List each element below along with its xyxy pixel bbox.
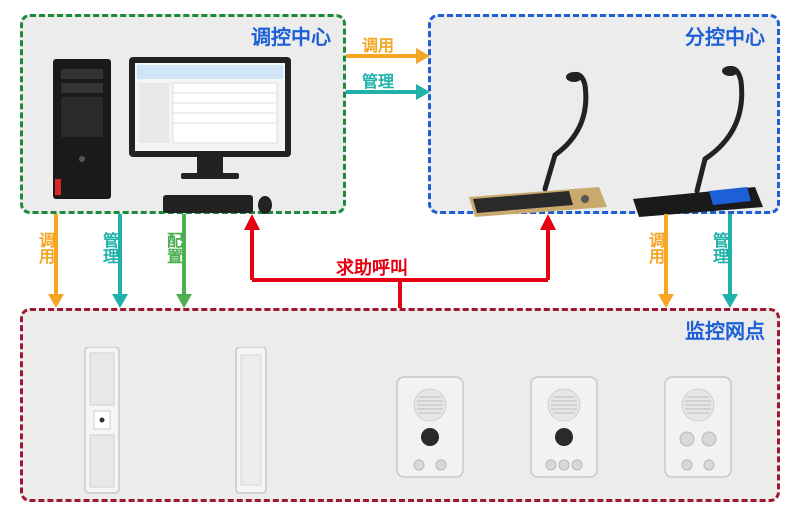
label-help-call: 求助呼叫 xyxy=(336,254,408,280)
